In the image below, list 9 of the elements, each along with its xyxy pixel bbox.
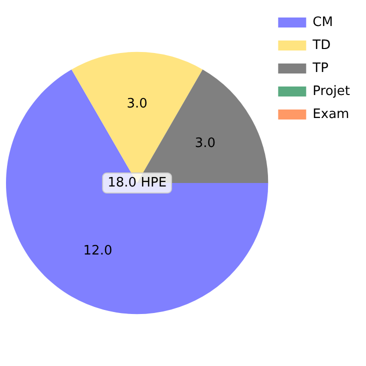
legend-label: TP [312, 60, 329, 76]
legend-label: Exam [312, 106, 350, 122]
data-label: 3.0 [126, 96, 148, 112]
data-label: 12.0 [83, 243, 112, 258]
legend-label: CM [312, 14, 333, 30]
data-label: 3.0 [194, 136, 216, 152]
legend-label: Projet [312, 84, 350, 99]
text: 18.0 HPE [108, 175, 167, 190]
legend-label: TD [312, 38, 331, 53]
